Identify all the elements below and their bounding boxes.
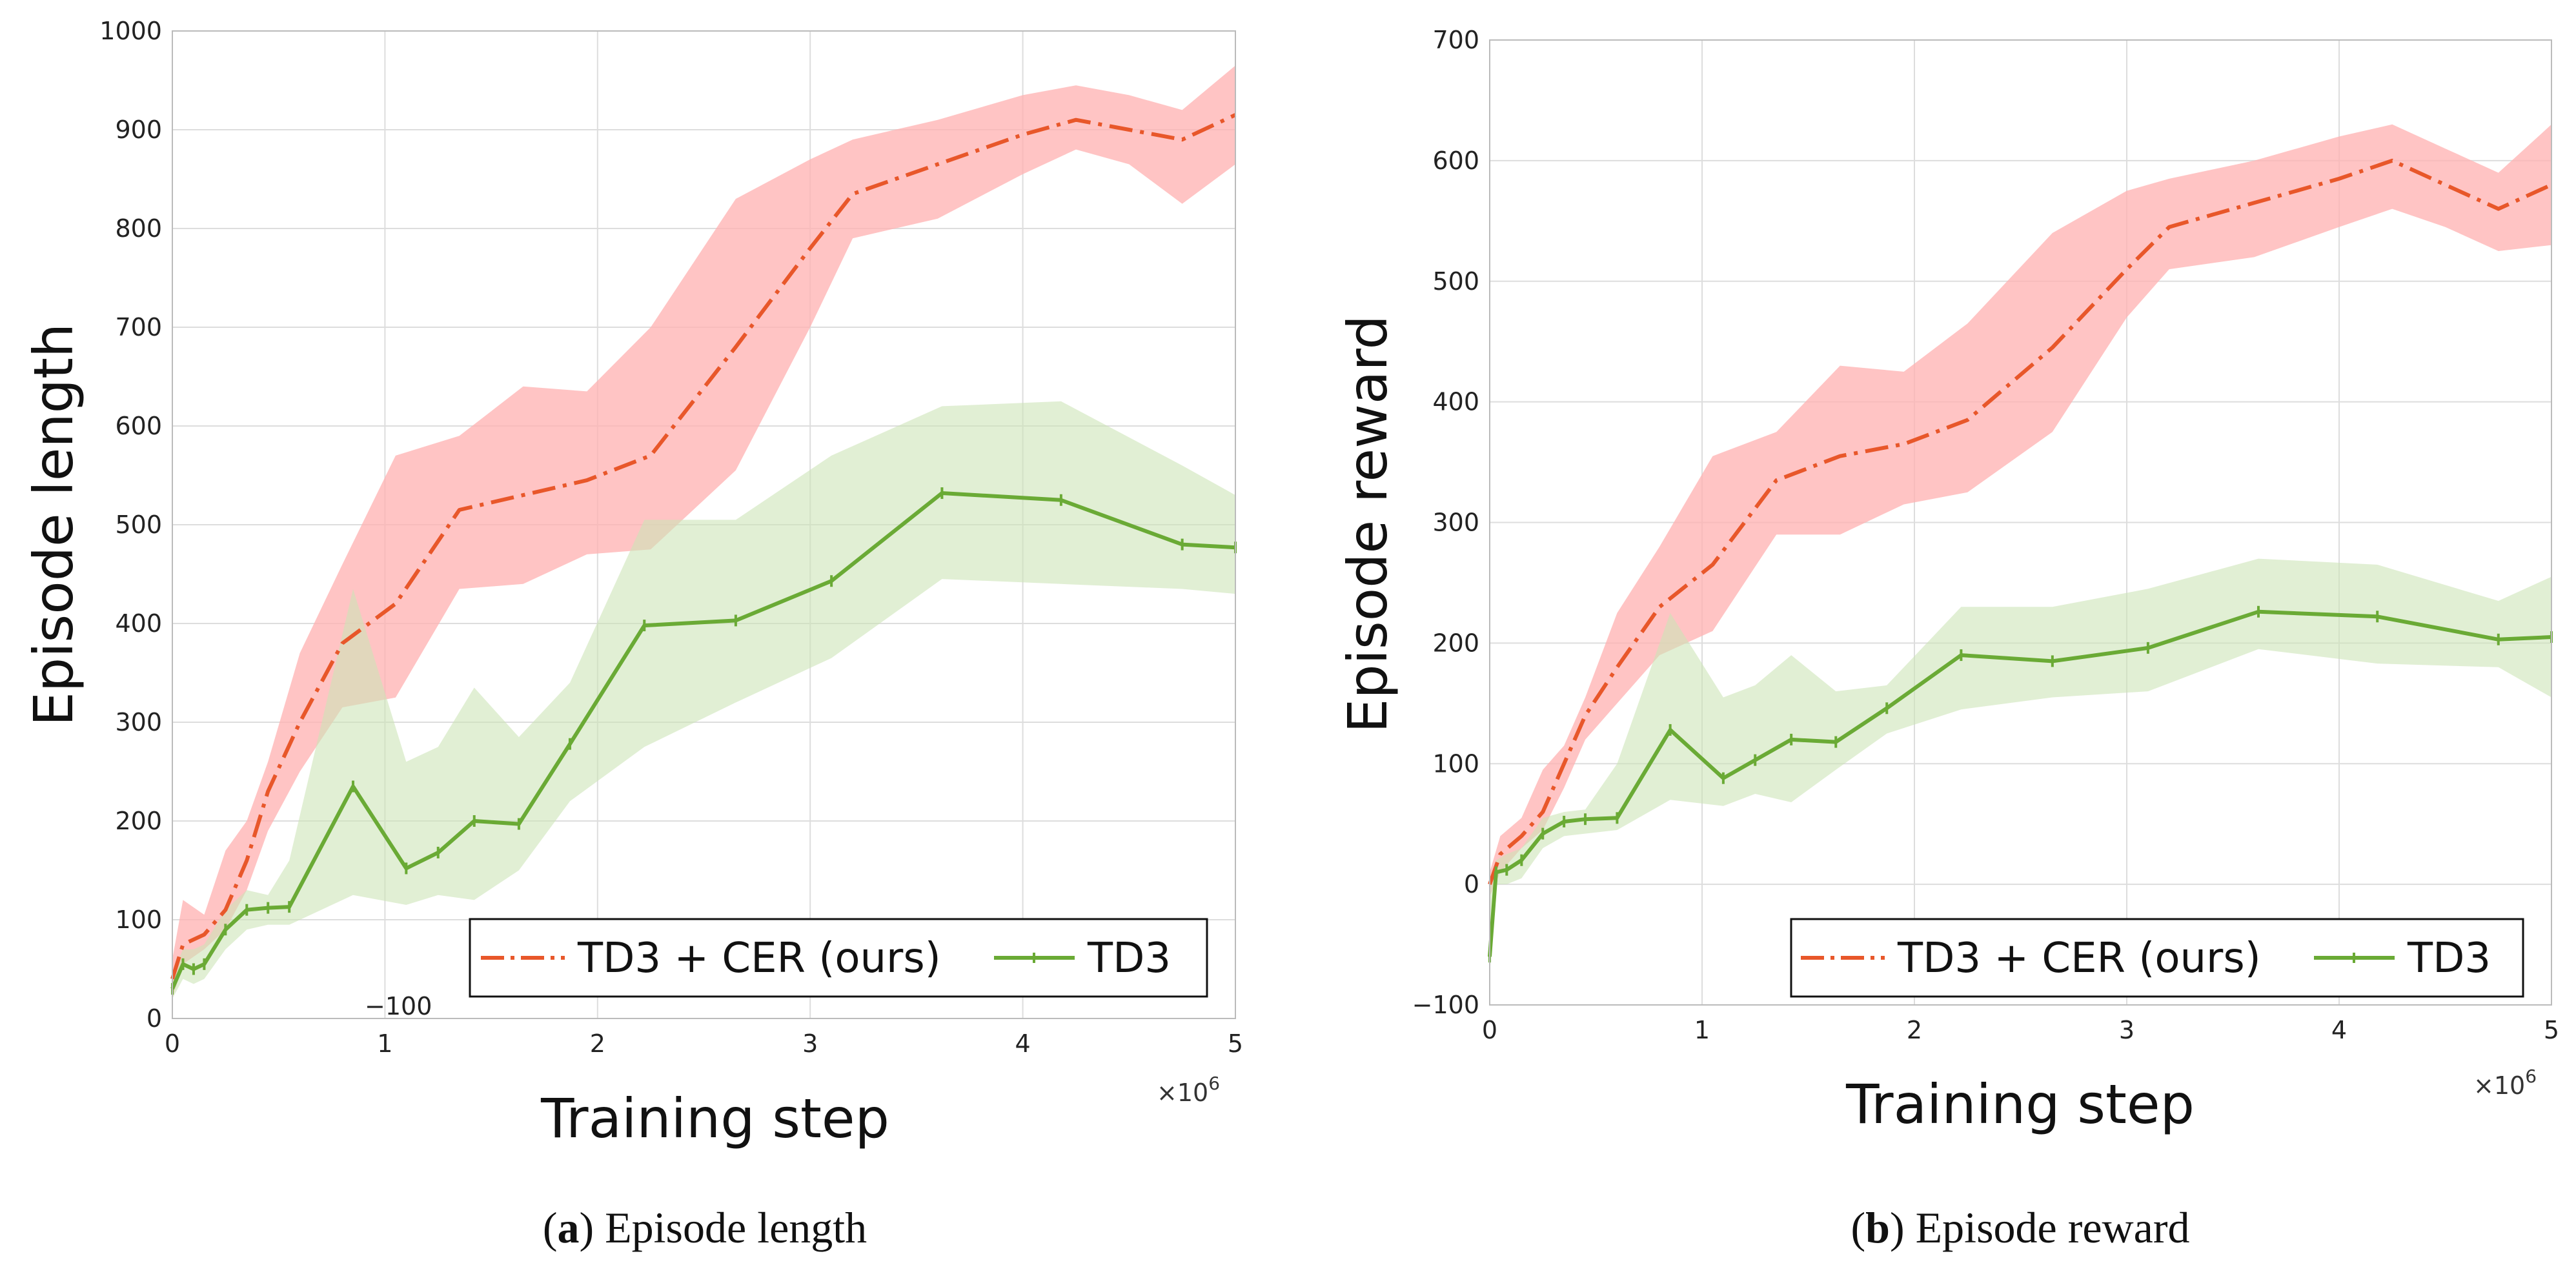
y-tick-label: 100 [1432,749,1479,778]
y-tick-label: 200 [1432,629,1479,657]
caption-text-a: Episode length [594,1203,867,1252]
legend-a: TD3 + CER (ours) TD3 [469,918,1208,998]
caption-b: (b) Episode reward [1851,1203,2190,1252]
x-tick-label: 2 [1907,1016,1922,1044]
legend-label-cer-b: TD3 + CER (ours) [1897,935,2261,982]
series-line-cer [170,113,1237,980]
legend-box-b [1790,918,2524,998]
legend-box-a [469,918,1208,998]
caption-letter-b: b [1865,1203,1890,1252]
y-tick-label: 1000 [99,17,162,45]
y-tick-label: 600 [1432,147,1479,175]
y-tick-label: 100 [115,906,162,934]
legend-label-td3-b: TD3 [2407,935,2491,982]
x-tick-label: 0 [1482,1016,1497,1044]
x-tick-label: 3 [2119,1016,2135,1044]
x-multiplier-base-a: ×10 [1157,1079,1208,1107]
y-tick-label: 400 [1432,388,1479,416]
caption-letter-a: a [557,1203,579,1252]
x-tick-label: 4 [1015,1029,1031,1058]
y-tick-label: 500 [115,511,162,539]
x-axis-label-b: Training step [1845,1073,2195,1136]
y-tick-label: 900 [115,116,162,144]
panel-a-episode-length: 0 1 2 3 4 5 0 100 200 300 400 500 600 700 800 900 1000 T… [22,17,1243,1252]
x-multiplier-a: ×106 [1157,1073,1220,1107]
x-tick-label: 0 [165,1029,180,1058]
x-multiplier-exp-b: 6 [2525,1066,2537,1087]
y-tick-label: 0 [147,1004,162,1033]
y-tick-label: −100 [1412,991,1479,1019]
plot-frame-b [1489,39,2552,1006]
y-tick-label: 400 [115,609,162,638]
band-cer [1490,124,2551,896]
plot-frame-a [172,30,1236,1019]
y-tick-label: 800 [115,214,162,243]
bands-b [1490,124,2551,975]
ticks-a: 0 1 2 3 4 5 0 100 200 300 400 500 600 700 800 900 1000 [99,17,1243,1058]
legend-b: TD3 + CER (ours) TD3 [1790,918,2524,998]
x-tick-label: 5 [2544,1016,2559,1044]
y-tick-label: 200 [115,807,162,835]
legend-label-cer-a: TD3 + CER (ours) [577,935,941,982]
x-tick-label: 3 [802,1029,818,1058]
legend-label-td3-a: TD3 [1087,935,1171,982]
series-line-cer [1488,158,2553,886]
y-axis-label-a: Episode length [22,323,85,726]
stray-label-a: −100 [365,992,432,1020]
x-multiplier-b: ×106 [2473,1066,2537,1100]
x-tick-label: 2 [590,1029,605,1058]
x-tick-label: 1 [377,1029,392,1058]
x-multiplier-exp-a: 6 [1208,1073,1220,1094]
y-tick-label: 0 [1464,870,1479,898]
y-tick-label: 300 [115,708,162,736]
y-tick-label: 600 [115,412,162,440]
y-tick-label: 300 [1432,509,1479,537]
caption-a: (a) Episode length [543,1203,867,1252]
lines-b [1488,158,2553,963]
x-multiplier-base-b: ×10 [2473,1071,2525,1100]
caption-text-b: Episode reward [1905,1203,2190,1252]
x-tick-label: 1 [1694,1016,1710,1044]
x-tick-label: 5 [1228,1029,1243,1058]
x-tick-label: 4 [2331,1016,2347,1044]
band-td3 [1490,558,2551,975]
x-axis-label-a: Training step [540,1087,889,1150]
y-axis-label-b: Episode reward [1336,315,1399,733]
y-tick-label: 500 [1432,267,1479,296]
y-tick-label: 700 [1432,26,1479,54]
band-cer [172,65,1235,999]
y-tick-label: 700 [115,313,162,341]
